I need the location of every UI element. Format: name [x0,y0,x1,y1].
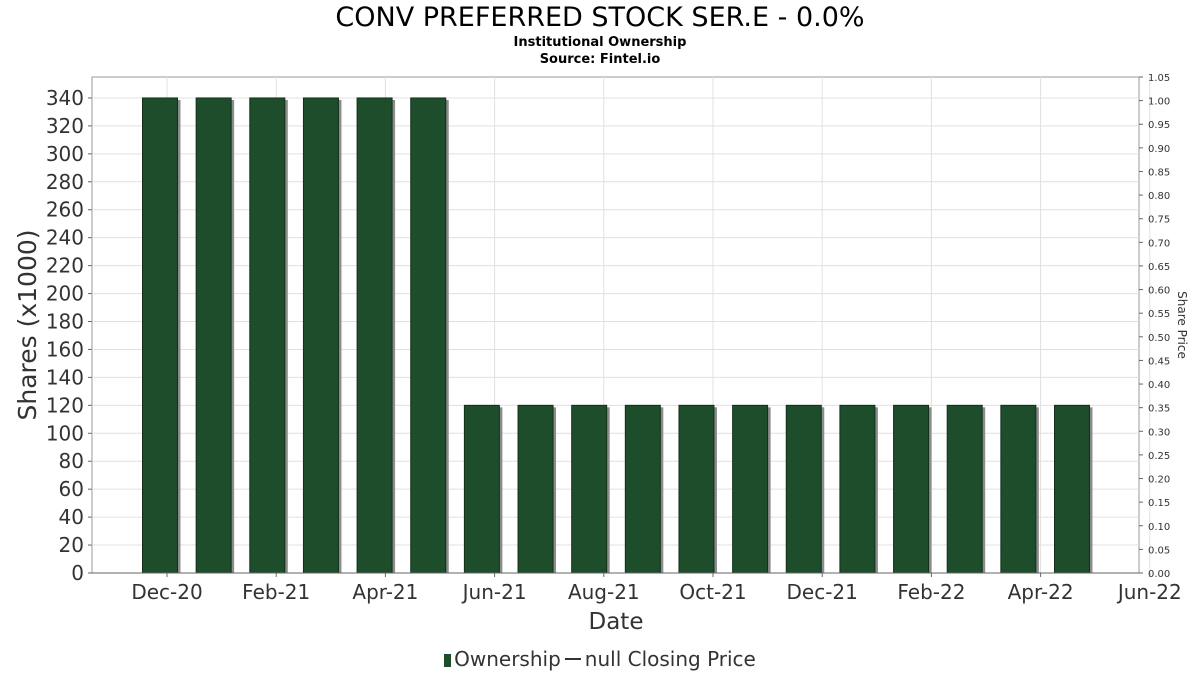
ownership-bar [839,404,876,574]
ownership-bar [195,97,232,574]
ownership-bar [1054,404,1090,574]
y-tick-label: 340 [46,86,84,110]
y2-tick-label: 0.65 [1148,262,1170,273]
price-legend-line [564,658,581,660]
y2-tick-label: 0.10 [1148,522,1170,533]
y2-tick-label: 0.05 [1148,545,1170,556]
y2-tick-label: 0.60 [1148,286,1170,297]
x-tick-label: Oct-21 [679,580,746,604]
ownership-legend-label: Ownership [454,647,561,671]
ownership-bar [356,97,393,574]
ownership-bar [946,404,983,574]
ownership-bar [463,404,500,574]
y2-tick-label: 1.05 [1148,73,1170,84]
y2-tick-label: 0.15 [1148,498,1170,509]
y2-tick-label: 0.50 [1148,333,1170,344]
y2-tick-label: 0.95 [1148,120,1170,131]
y-tick-label: 60 [59,477,84,501]
y2-tick-label: 0.70 [1148,238,1170,249]
ownership-bar [517,404,554,574]
x-tick-label: Feb-22 [897,580,965,604]
y2-tick-label: 0.25 [1148,451,1170,462]
chart-title: CONV PREFERRED STOCK SER.E - 0.0% [335,2,865,33]
y2-tick-label: 0.00 [1148,569,1170,580]
y2-tick-label: 0.80 [1148,191,1170,202]
ownership-bar [410,97,447,574]
ownership-legend-swatch [444,654,452,667]
x-axis-title: Date [589,609,644,635]
y-tick-label: 80 [59,449,84,473]
x-tick-label: Apr-22 [1008,580,1074,604]
y2-tick-label: 0.55 [1148,309,1170,320]
y-tick-label: 20 [59,533,84,557]
y-tick-label: 100 [46,421,84,445]
ownership-bar [249,97,286,574]
ownership-bar [571,404,608,574]
y2-tick-label: 0.45 [1148,356,1170,367]
y2-tick-label: 0.20 [1148,475,1170,486]
y2-tick-label: 0.40 [1148,380,1170,391]
y-tick-label: 280 [46,170,84,194]
y-tick-label: 260 [46,198,84,222]
x-tick-label: Jun-21 [461,580,527,604]
chart-subtitle: Institutional Ownership [513,35,687,50]
y-tick-label: 300 [46,142,84,166]
x-tick-label: Aug-21 [568,580,640,604]
price-legend-label: null Closing Price [584,647,756,671]
y2-tick-label: 0.75 [1148,215,1170,226]
y-tick-label: 120 [46,393,84,417]
ownership-bar [302,97,339,574]
x-tick-label: Dec-20 [131,580,202,604]
y-tick-label: 320 [46,114,84,138]
y-tick-label: 240 [46,226,84,250]
y-tick-label: 200 [46,282,84,306]
x-tick-label: Dec-21 [787,580,858,604]
y2-tick-label: 0.30 [1148,427,1170,438]
y-tick-label: 40 [59,505,84,529]
ownership-bar [1000,404,1037,574]
ownership-bar [785,404,822,574]
y2-tick-label: 0.85 [1148,167,1170,178]
x-tick-label: Feb-21 [242,580,310,604]
ownership-bar [142,97,178,574]
y-tick-label: 0 [71,561,84,585]
chart-source: Source: Fintel.io [539,52,661,67]
y2-tick-label: 0.35 [1148,404,1170,415]
y-tick-label: 140 [46,365,84,389]
y-tick-label: 160 [46,337,84,361]
x-tick-label: Jun-22 [1116,580,1182,604]
ownership-bar [732,404,769,574]
ownership-bar [893,404,930,574]
ownership-bar [678,404,715,574]
y2-axis-title: Share Price [1175,291,1189,359]
legend: Ownership null Closing Price [0,647,1200,671]
y-axis-title: Shares (x1000) [13,229,42,420]
ownership-bar [624,404,661,574]
y2-tick-label: 0.90 [1148,144,1170,155]
y-tick-label: 180 [46,310,84,334]
x-tick-label: Apr-21 [352,580,418,604]
y-tick-label: 220 [46,254,84,278]
y2-tick-label: 1.00 [1148,97,1170,108]
